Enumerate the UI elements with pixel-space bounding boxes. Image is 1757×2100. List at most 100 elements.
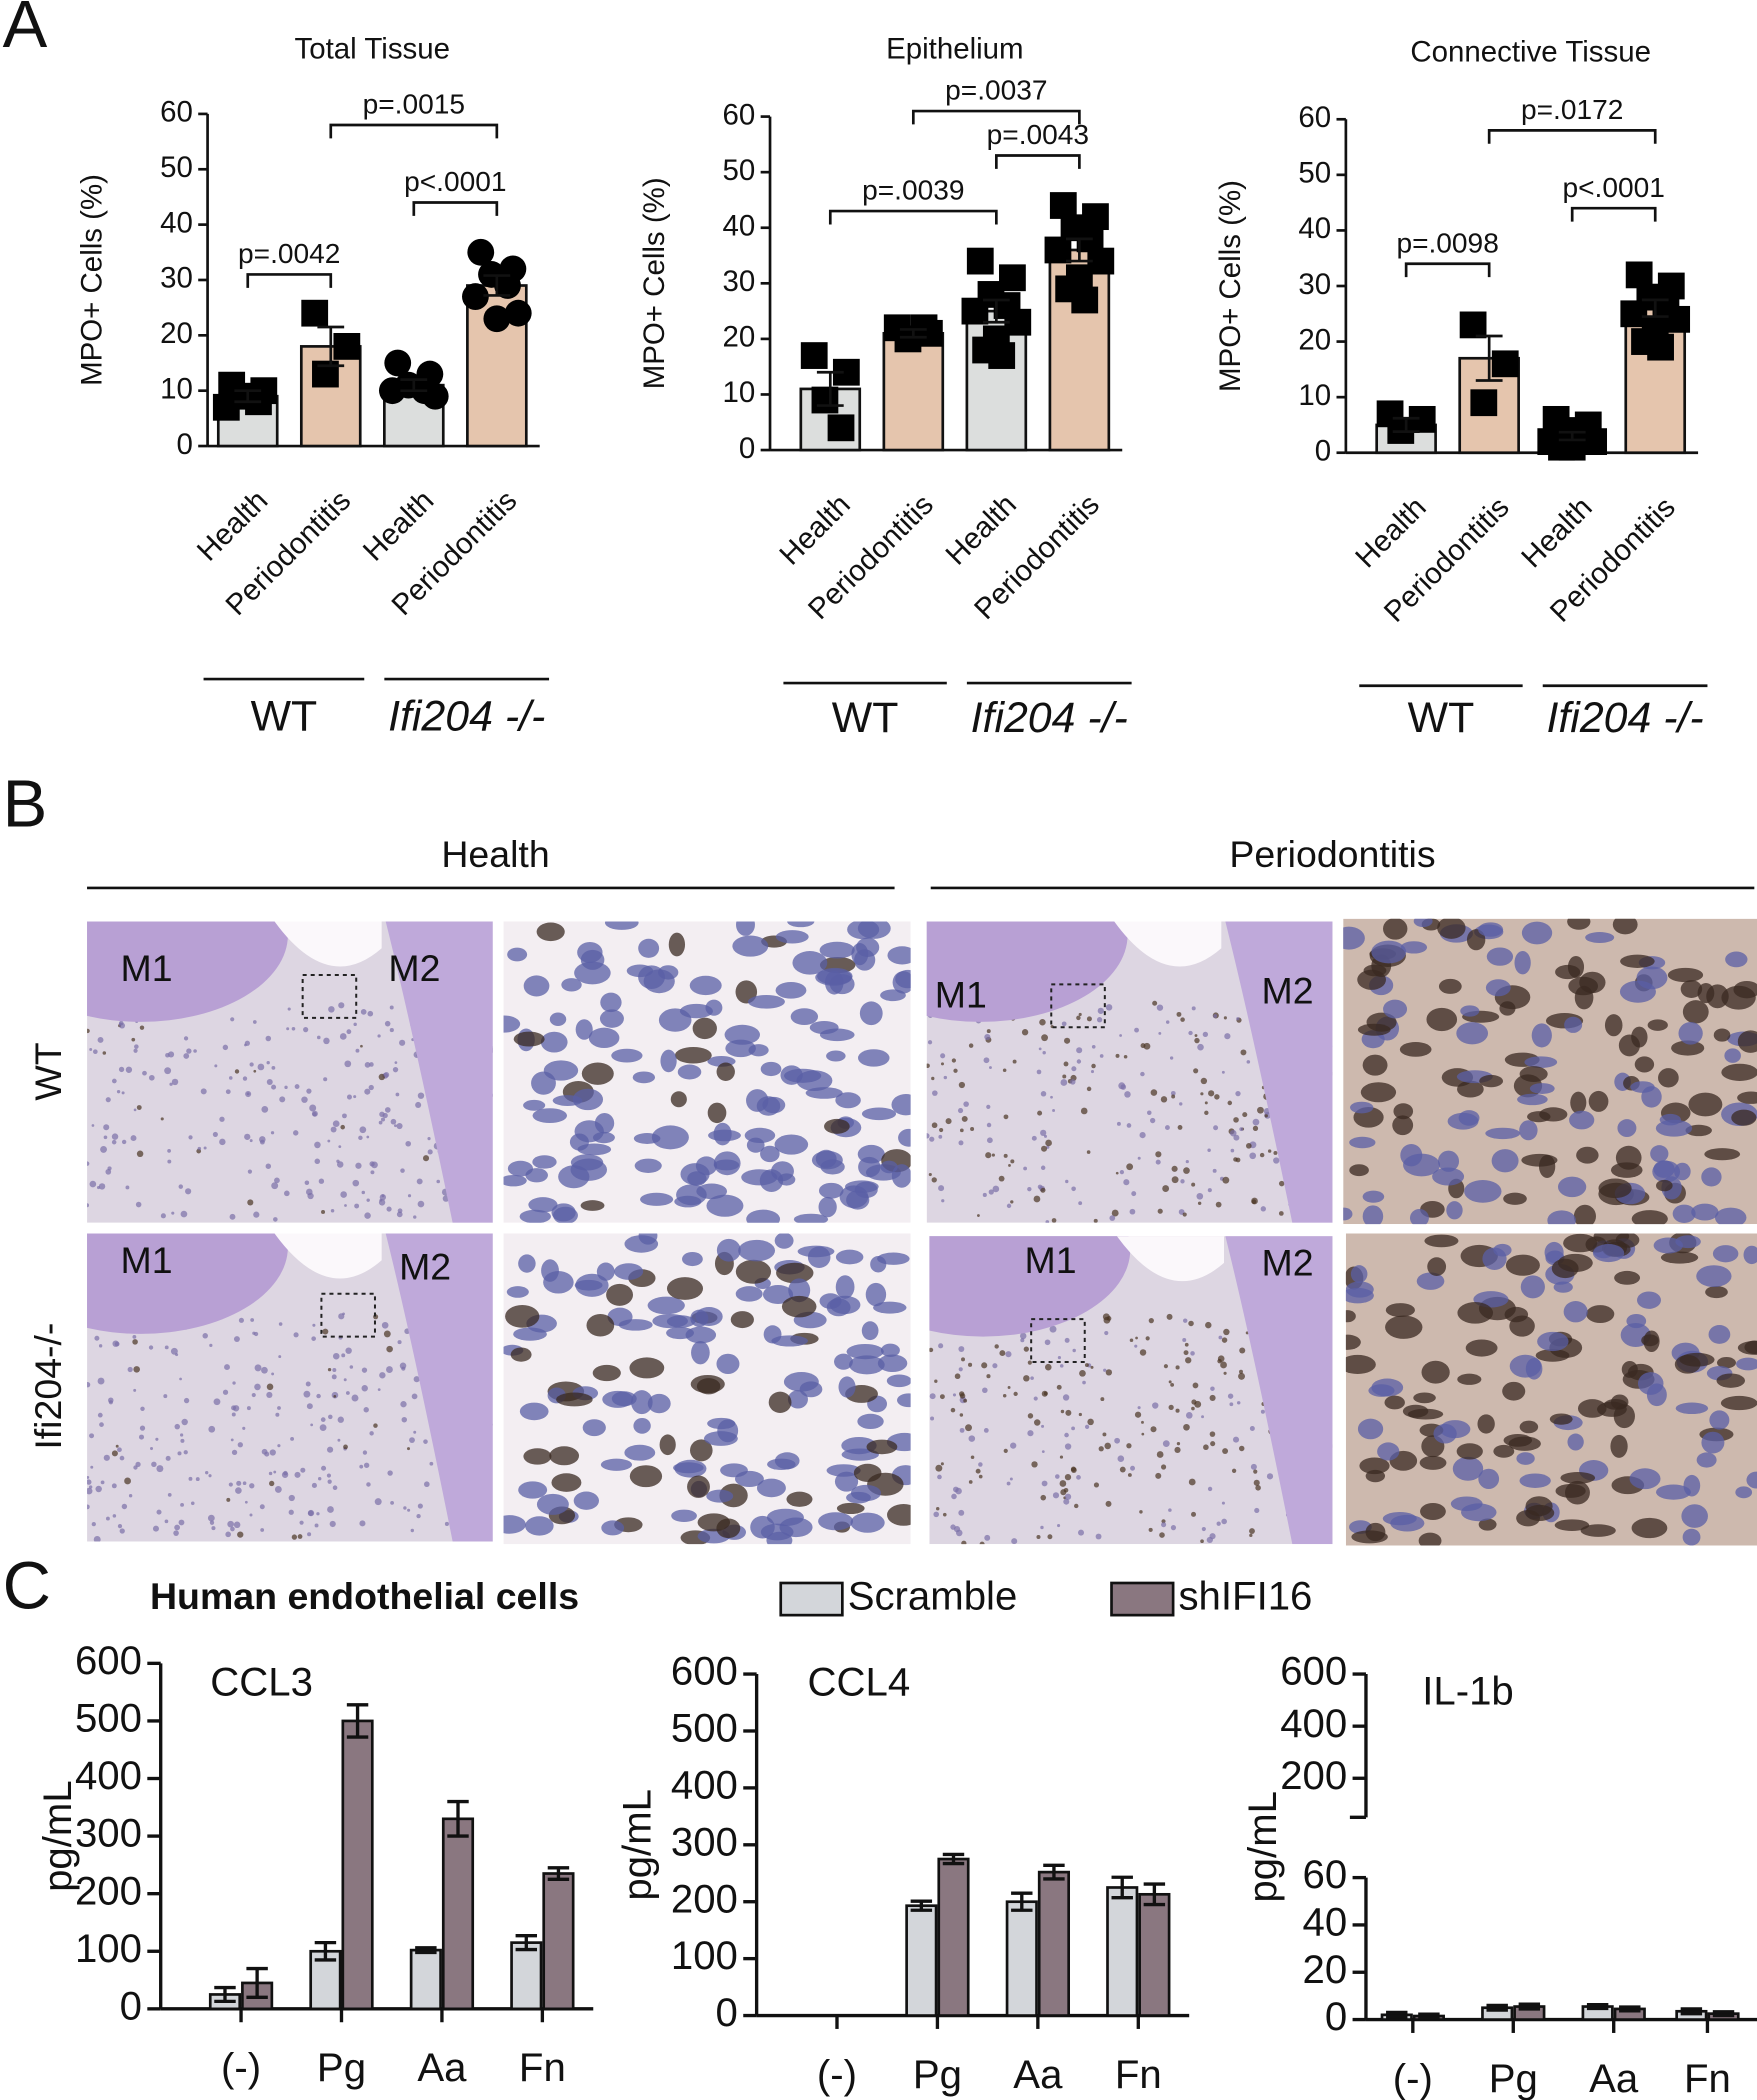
nucleus: [407, 1447, 410, 1451]
nucleus: [332, 1120, 340, 1128]
nucleus: [291, 1026, 296, 1031]
cell: [1409, 1209, 1429, 1225]
cell: [1420, 1502, 1446, 1520]
nucleus: [119, 1455, 125, 1461]
nucleus: [266, 1061, 270, 1065]
nucleus: [345, 1391, 350, 1395]
nucleus: [1233, 1134, 1240, 1141]
nucleus: [1150, 1089, 1158, 1096]
nucleus: [165, 1052, 170, 1058]
nucleus: [87, 1475, 90, 1479]
chart-title: Total Tissue: [295, 33, 451, 66]
nucleus: [249, 1513, 253, 1517]
y-tick-label: 50: [160, 151, 193, 184]
cell: [536, 1493, 569, 1515]
nucleus: [963, 1101, 969, 1107]
nucleus: [1169, 1056, 1174, 1060]
nucleus: [1222, 1448, 1229, 1455]
nucleus: [273, 1470, 277, 1474]
nucleus: [316, 1035, 321, 1040]
nucleus: [103, 1454, 110, 1461]
nucleus: [242, 1076, 248, 1081]
nucleus: [225, 1531, 231, 1538]
x-tick-label: Fn: [519, 2045, 566, 2090]
nucleus: [1176, 1011, 1182, 1017]
nucleus: [305, 1381, 311, 1387]
nucleus: [1210, 1441, 1216, 1447]
y-tick-label: 0: [176, 428, 192, 461]
nucleus: [300, 1467, 306, 1473]
nucleus: [286, 1027, 290, 1031]
cell: [1365, 1522, 1386, 1542]
data-point: [494, 272, 521, 299]
nucleus: [945, 1118, 952, 1125]
cell: [1527, 1111, 1551, 1123]
nucleus: [1180, 1179, 1185, 1184]
nucleus: [1070, 1079, 1076, 1085]
nucleus: [1168, 1508, 1172, 1512]
cell: [1634, 1056, 1655, 1073]
significance-bracket: [828, 209, 998, 225]
nucleus: [1273, 1157, 1280, 1164]
nucleus: [164, 1519, 169, 1524]
nucleus: [954, 1373, 961, 1380]
nucleus: [381, 1321, 389, 1329]
cell: [1413, 918, 1433, 928]
cell: [1349, 1164, 1369, 1177]
cell: [705, 999, 723, 1016]
cell: [671, 1509, 697, 1523]
cell: [1592, 1244, 1625, 1263]
cell: [1485, 979, 1511, 997]
cell: [1343, 926, 1365, 950]
nucleus: [148, 1074, 155, 1081]
cell: [716, 1353, 740, 1374]
nucleus: [1105, 1369, 1113, 1376]
nucleus: [359, 1520, 366, 1527]
nucleus: [314, 1141, 321, 1149]
nucleus: [1003, 1448, 1008, 1453]
nucleus: [1209, 1533, 1216, 1540]
nucleus: [237, 1531, 244, 1538]
nucleus: [1010, 1159, 1015, 1164]
cell: [1424, 1234, 1459, 1248]
nucleus: [1114, 1437, 1121, 1444]
nucleus: [1266, 1473, 1274, 1480]
nucleus: [328, 1414, 333, 1420]
nucleus: [108, 1400, 113, 1405]
nucleus: [183, 1036, 189, 1041]
cell: [859, 1001, 883, 1026]
cell: [707, 1102, 727, 1124]
nucleus: [225, 1089, 231, 1095]
inset-box: [320, 1292, 376, 1338]
cell: [543, 1060, 579, 1081]
cell: [1714, 1207, 1747, 1225]
cell: [1502, 1381, 1526, 1401]
nucleus: [254, 1364, 262, 1372]
nucleus: [294, 1084, 300, 1090]
nucleus: [1129, 1338, 1134, 1343]
nucleus: [1078, 1412, 1082, 1417]
nucleus: [389, 1005, 394, 1010]
cell: [760, 1523, 794, 1541]
nucleus: [1115, 1171, 1119, 1175]
nucleus: [1071, 1186, 1076, 1192]
nucleus: [229, 1076, 233, 1080]
nucleus: [1254, 1507, 1260, 1514]
nucleus: [178, 1519, 185, 1526]
nucleus: [336, 1159, 340, 1163]
nucleus: [261, 1366, 268, 1374]
cell: [774, 1134, 809, 1155]
cell: [1737, 1091, 1757, 1104]
nucleus: [1074, 1503, 1079, 1509]
p-value: p=.0015: [363, 89, 465, 120]
cell: [1637, 1372, 1664, 1395]
x-tick-label: Aa: [417, 2045, 467, 2090]
nucleus: [1002, 1394, 1007, 1398]
nucleus: [1168, 1404, 1174, 1411]
nucleus: [245, 1090, 252, 1098]
nucleus: [135, 1461, 141, 1467]
nucleus: [136, 1150, 144, 1158]
nucleus: [156, 1465, 164, 1473]
cell: [835, 1249, 864, 1265]
nucleus: [284, 1085, 288, 1089]
